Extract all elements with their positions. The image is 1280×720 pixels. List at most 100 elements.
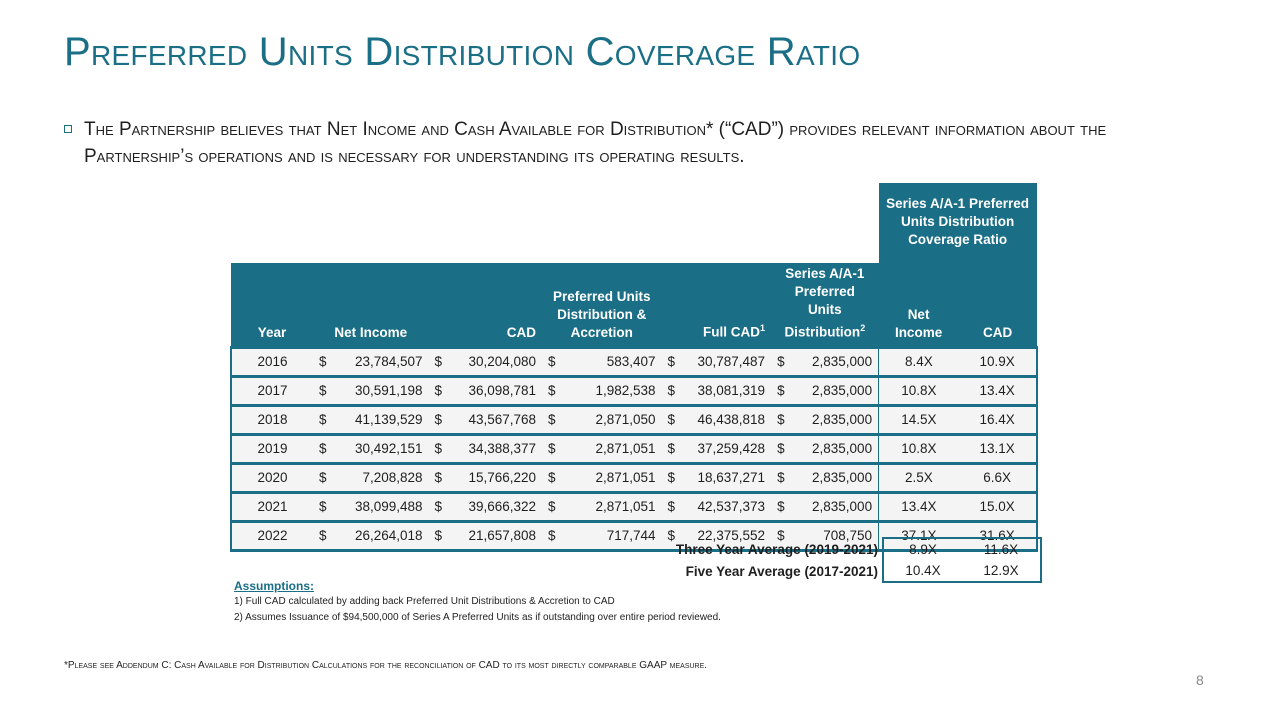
pref-distribution-cell: 2,871,051 [561,490,662,521]
average-label: Three Year Average (2019-2021) [675,541,878,557]
series-distribution-cell: 2,835,000 [790,374,879,405]
currency-symbol: $ [661,403,682,434]
footnote: *Please see Addendum C: Cash Available f… [64,660,708,671]
average-row: Three Year Average (2019-2021) 8.9X 11.6… [620,537,1042,560]
currency-symbol: $ [771,403,791,434]
year-cell: 2017 [230,374,313,405]
year-cell: 2022 [230,519,313,552]
cad-cell: 36,098,781 [448,374,543,405]
net-income-cell: 30,492,151 [332,432,429,463]
series-distribution-cell: 2,835,000 [790,432,879,463]
col-header-full-cad: Full CAD1 [661,263,772,347]
pref-distribution-cell: 2,871,050 [561,403,662,434]
table-row: 2020 $ 7,208,828 $ 15,766,220 $ 2,871,05… [230,461,1038,492]
net-income-cell: 38,099,488 [332,490,429,521]
average-cad: 12.9X [962,560,1042,583]
currency-symbol: $ [428,432,449,463]
intro-bullet-text: The Partnership believes that Net Income… [84,119,1107,167]
table-row: 2021 $ 38,099,488 $ 39,666,322 $ 2,871,0… [230,490,1038,521]
assumption-item: 2) Assumes Issuance of $94,500,000 of Se… [234,612,721,623]
currency-symbol: $ [661,345,682,376]
col-header-series-distribution: Series A/A-1 Preferred Units Distributio… [771,263,879,347]
ratio-net-income-cell: 13.4X [878,490,959,521]
cad-cell: 43,567,768 [448,403,543,434]
page-number: 8 [1196,672,1204,688]
assumptions: Assumptions: 1) Full CAD calculated by a… [234,578,721,626]
pref-distribution-cell: 583,407 [561,345,662,376]
ratio-net-income-cell: 14.5X [878,403,959,434]
currency-symbol: $ [313,461,333,492]
series-distribution-cell: 708,750 [790,519,879,552]
net-income-cell: 26,264,018 [332,519,429,552]
currency-symbol: $ [313,519,333,552]
currency-symbol: $ [428,345,449,376]
currency-symbol: $ [542,374,562,405]
currency-symbol: $ [771,345,791,376]
full-cad-cell: 18,637,271 [681,461,772,492]
currency-symbol: $ [542,490,562,521]
currency-symbol: $ [428,490,449,521]
average-row: Five Year Average (2017-2021) 10.4X 12.9… [620,560,1042,583]
series-distribution-cell: 2,835,000 [790,461,879,492]
pref-distribution-cell: 1,982,538 [561,374,662,405]
ratio-net-income-cell: 10.8X [878,432,959,463]
col-header-cad: CAD [428,263,543,347]
square-bullet-icon [64,125,72,133]
cad-cell: 15,766,220 [448,461,543,492]
slide-title: Preferred Units Distribution Coverage Ra… [64,30,861,74]
currency-symbol: $ [428,374,449,405]
currency-symbol: $ [313,432,333,463]
assumption-item: 1) Full CAD calculated by adding back Pr… [234,596,615,607]
ratio-cad-cell: 10.9X [958,345,1038,376]
ratio-cad-cell: 6.6X [958,461,1038,492]
currency-symbol: $ [771,490,791,521]
col-header-ratio-net-income: Net Income [878,263,959,347]
pref-distribution-cell: 717,744 [561,519,662,552]
coverage-table-wrap: Series A/A-1 Preferred Units Distributio… [230,183,1038,552]
ratio-net-income-cell: 10.8X [878,374,959,405]
average-net-income: 10.4X [882,560,962,583]
currency-symbol: $ [771,432,791,463]
currency-symbol: $ [313,403,333,434]
currency-symbol: $ [771,461,791,492]
net-income-cell: 41,139,529 [332,403,429,434]
net-income-cell: 7,208,828 [332,461,429,492]
full-cad-cell: 30,787,487 [681,345,772,376]
currency-symbol: $ [542,432,562,463]
currency-symbol: $ [313,345,333,376]
currency-symbol: $ [313,490,333,521]
average-label: Five Year Average (2017-2021) [685,563,878,579]
currency-symbol: $ [542,345,562,376]
ratio-net-income-cell: 2.5X [878,461,959,492]
intro-bullet: The Partnership believes that Net Income… [64,116,1144,170]
currency-symbol: $ [661,519,682,552]
year-cell: 2019 [230,432,313,463]
year-cell: 2016 [230,345,313,376]
series-distribution-cell: 2,835,000 [790,490,879,521]
averages-table: Three Year Average (2019-2021) 8.9X 11.6… [620,537,1042,583]
full-cad-cell: 38,081,319 [681,374,772,405]
net-income-cell: 23,784,507 [332,345,429,376]
year-cell: 2018 [230,403,313,434]
currency-symbol: $ [661,490,682,521]
pref-distribution-cell: 2,871,051 [561,461,662,492]
currency-symbol: $ [313,374,333,405]
series-distribution-cell: 2,835,000 [790,403,879,434]
currency-symbol: $ [771,374,791,405]
currency-symbol: $ [542,519,562,552]
full-cad-cell: 42,537,373 [681,490,772,521]
currency-symbol: $ [661,374,682,405]
col-header-net-income: Net Income [313,263,429,347]
table-row: 2018 $ 41,139,529 $ 43,567,768 $ 2,871,0… [230,403,1038,434]
ratio-cad-cell: 16.4X [958,403,1038,434]
currency-symbol: $ [542,461,562,492]
ratio-net-income-cell: 8.4X [878,345,959,376]
year-cell: 2020 [230,461,313,492]
net-income-cell: 30,591,198 [332,374,429,405]
average-cad: 11.6X [962,537,1042,560]
currency-symbol: $ [771,519,791,552]
col-header-year: Year [231,263,313,347]
col-header-pref-distribution: Preferred Units Distribution & Accretion [542,263,662,347]
cad-cell: 21,657,808 [448,519,543,552]
ratio-group-header: Series A/A-1 Preferred Units Distributio… [878,183,1037,263]
